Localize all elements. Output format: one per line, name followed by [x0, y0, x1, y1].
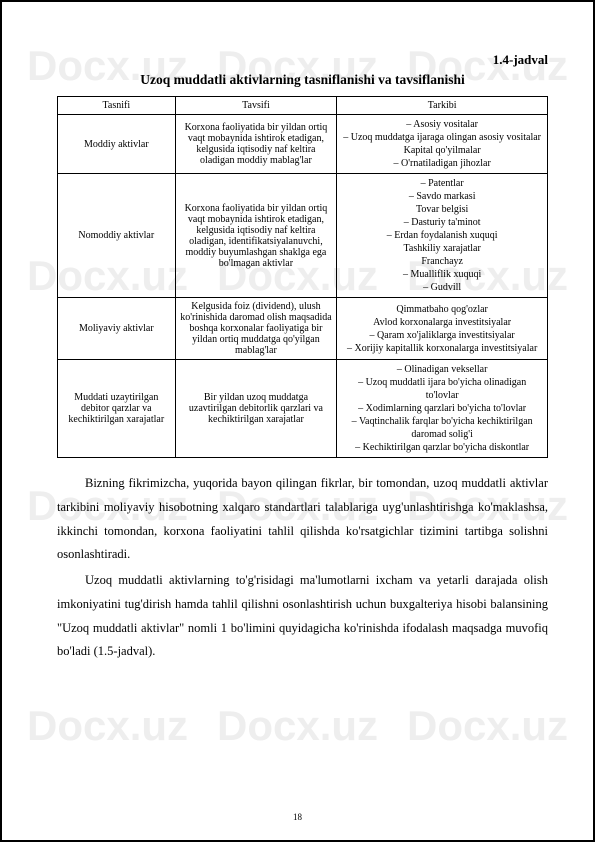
cell-tavsifi: Bir yildan uzoq muddatga uzavtirilgan de… — [175, 360, 337, 458]
paragraph-2: Uzoq muddatli aktivlarning to'g'risidagi… — [57, 569, 548, 664]
paragraph-1: Bizning fikrimizcha, yuqorida bayon qili… — [57, 472, 548, 567]
cell-tasnifi: Nomoddiy aktivlar — [58, 174, 176, 298]
watermark: Docx.uz — [27, 702, 188, 750]
cell-tasnifi: Moliyaviy aktivlar — [58, 298, 176, 360]
watermark: Docx.uz — [407, 702, 568, 750]
table-label: 1.4-jadval — [57, 52, 548, 68]
cell-tarkibi: – Olinadigan veksellar– Uzoq muddatli ij… — [337, 360, 548, 458]
table-title: Uzoq muddatli aktivlarning tasniflanishi… — [57, 72, 548, 88]
table-row: Muddati uzaytirilgan debitor qarzlar va … — [58, 360, 548, 458]
cell-tavsifi: Korxona faoliyatida bir yildan ortiq vaq… — [175, 115, 337, 174]
cell-tavsifi: Korxona faoliyatida bir yildan ortiq vaq… — [175, 174, 337, 298]
page-number: 18 — [2, 812, 593, 822]
cell-tarkibi: Qimmatbaho qog'ozlarAvlod korxonalarga i… — [337, 298, 548, 360]
classification-table: Tasnifi Tavsifi Tarkibi Moddiy aktivlar … — [57, 96, 548, 458]
table-header-row: Tasnifi Tavsifi Tarkibi — [58, 97, 548, 115]
header-tasnifi: Tasnifi — [58, 97, 176, 115]
cell-tarkibi: – Patentlar– Savdo markasiTovar belgisi–… — [337, 174, 548, 298]
cell-tarkibi: – Asosiy vositalar– Uzoq muddatga ijarag… — [337, 115, 548, 174]
page-content: 1.4-jadval Uzoq muddatli aktivlarning ta… — [2, 2, 593, 686]
table-row: Nomoddiy aktivlar Korxona faoliyatida bi… — [58, 174, 548, 298]
cell-tasnifi: Muddati uzaytirilgan debitor qarzlar va … — [58, 360, 176, 458]
cell-tasnifi: Moddiy aktivlar — [58, 115, 176, 174]
watermark: Docx.uz — [217, 702, 378, 750]
header-tavsifi: Tavsifi — [175, 97, 337, 115]
table-row: Moddiy aktivlar Korxona faoliyatida bir … — [58, 115, 548, 174]
header-tarkibi: Tarkibi — [337, 97, 548, 115]
table-row: Moliyaviy aktivlar Kelgusida foiz (divid… — [58, 298, 548, 360]
cell-tavsifi: Kelgusida foiz (dividend), ulush ko'rini… — [175, 298, 337, 360]
